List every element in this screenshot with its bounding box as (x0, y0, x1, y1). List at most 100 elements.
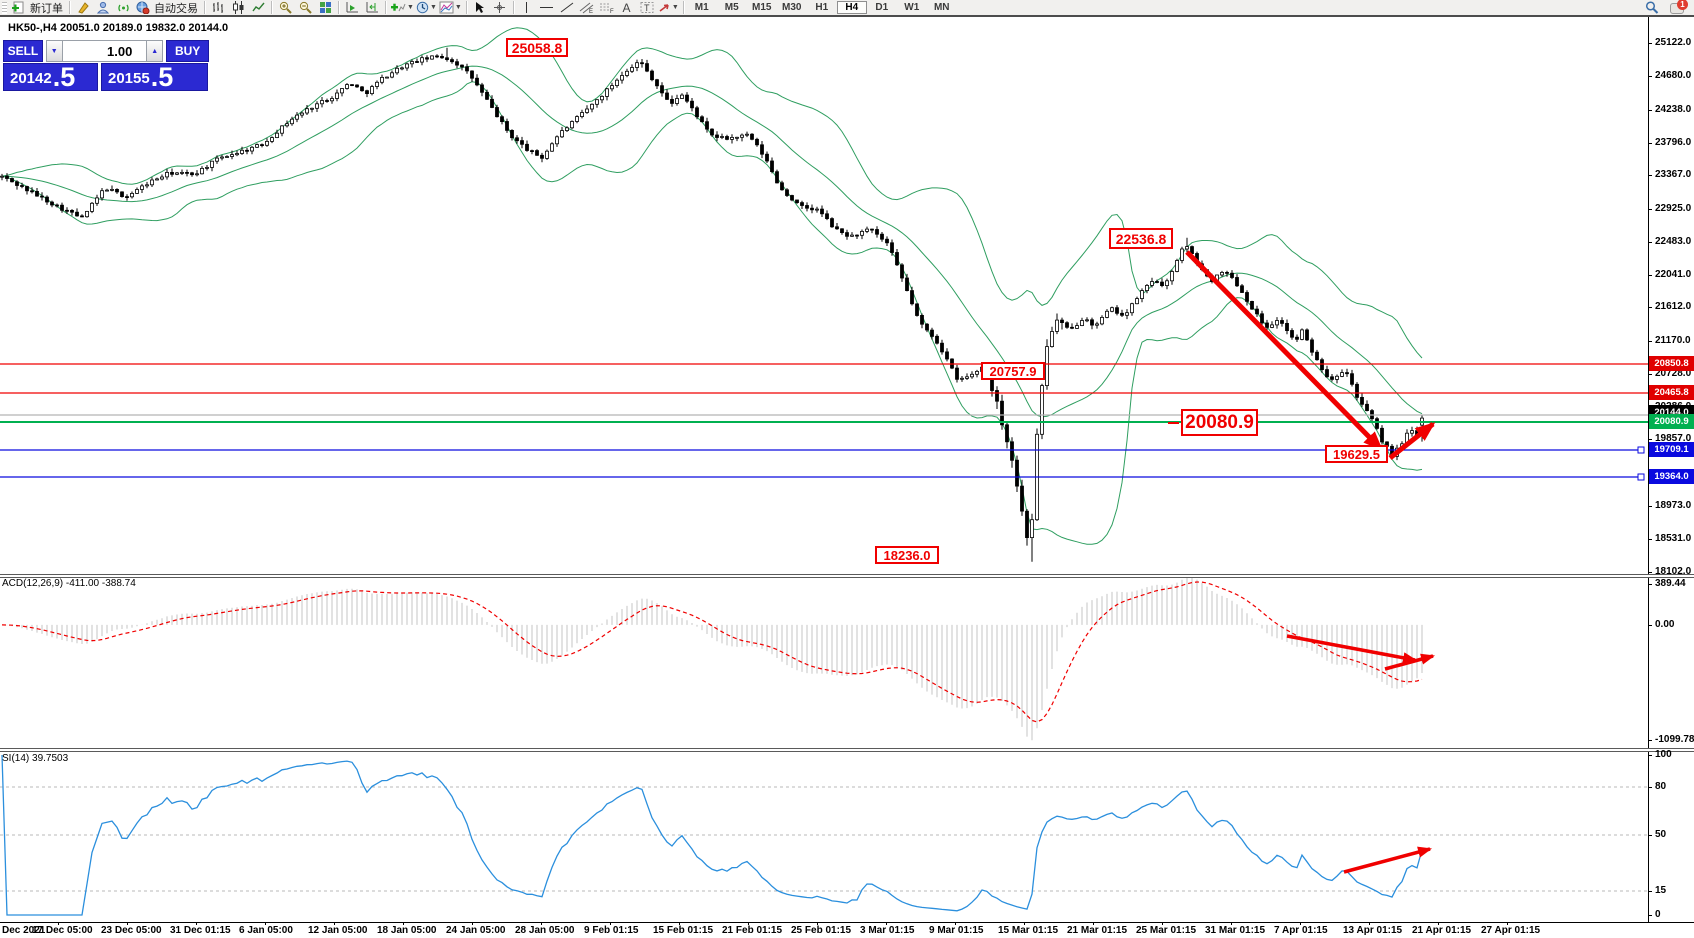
timeframe-mn[interactable]: MN (933, 2, 950, 13)
notifications-icon[interactable]: 1 (1670, 0, 1688, 14)
svg-text:E: E (589, 9, 593, 14)
volume-increase-button[interactable]: ▲ (146, 40, 164, 62)
sell-button[interactable]: SELL (3, 40, 43, 62)
buy-button[interactable]: BUY (166, 40, 210, 62)
date-axis-label: 28 Jan 05:00 (515, 925, 575, 936)
styler-icon[interactable] (73, 0, 93, 15)
timeframe-m30[interactable]: M30 (782, 2, 802, 13)
periods-icon[interactable]: ▼ (415, 0, 438, 15)
date-axis (0, 922, 1694, 938)
price-axis-label: 22483.0 (1655, 236, 1692, 247)
timeframe-bar: M1 M5 M15 M30 H1 H4 D1 W1 MN (687, 1, 957, 14)
crosshair-icon[interactable] (490, 0, 510, 15)
price-axis-label: 25122.0 (1655, 37, 1692, 48)
template-icon[interactable]: ▼ (438, 0, 463, 15)
sell-price-main: 20142 (10, 70, 52, 87)
price-axis-tick (1648, 76, 1652, 77)
macd-indicator-label: ACD(12,26,9) -411.00 -388.74 (2, 578, 136, 589)
timeframe-d1[interactable]: D1 (875, 2, 889, 13)
date-axis-tick (1300, 922, 1301, 925)
arrows-tool-icon[interactable]: ▼ (657, 0, 680, 15)
cursor-icon[interactable] (470, 0, 490, 15)
vline-icon[interactable] (517, 0, 537, 15)
date-axis-tick (58, 922, 59, 925)
volume-input[interactable]: 1.00 (62, 40, 147, 62)
date-axis-label: 31 Dec 01:15 (170, 925, 231, 936)
timeframe-h1[interactable]: H1 (815, 2, 829, 13)
panel-separator[interactable] (0, 748, 1694, 749)
search-icon[interactable] (1642, 0, 1662, 15)
text-icon[interactable]: A (617, 0, 637, 15)
macd-axis-tick (1648, 584, 1652, 585)
panel-separator[interactable] (0, 577, 1694, 578)
panel-separator[interactable] (0, 751, 1694, 752)
price-axis-label: 23367.0 (1655, 169, 1692, 180)
signal-icon[interactable] (113, 0, 133, 15)
price-axis-label: 24680.0 (1655, 70, 1692, 81)
sell-price-frac: .5 (52, 62, 76, 92)
equidistant-channel-icon[interactable]: E (577, 0, 597, 15)
rsi-axis-label: 15 (1655, 885, 1667, 896)
buy-price-frac: .5 (150, 62, 174, 92)
price-axis-label: 18102.0 (1655, 566, 1692, 577)
date-axis-label: 15 Mar 01:15 (998, 925, 1059, 936)
date-axis-label: 25 Feb 01:15 (791, 925, 852, 936)
profile-icon[interactable] (93, 0, 113, 15)
annotation-price-label[interactable]: 25058.8 (506, 38, 568, 57)
indicators-icon[interactable]: ▼ (389, 0, 415, 15)
price-axis-tick (1648, 374, 1652, 375)
timeframe-m15[interactable]: M15 (752, 2, 772, 13)
date-axis-tick (472, 922, 473, 925)
autoscroll-icon[interactable] (342, 0, 362, 15)
price-axis-tick (1648, 43, 1652, 44)
annotation-price-label[interactable]: 19629.5 (1325, 445, 1388, 463)
annotation-price-label[interactable]: 20757.9 (981, 362, 1045, 380)
price-axis-label: 18531.0 (1655, 533, 1692, 544)
autotrade-label[interactable]: 自动交易 (154, 2, 198, 15)
price-axis-tick (1648, 506, 1652, 507)
date-axis-tick (1093, 922, 1094, 925)
price-tag: 19709.1 (1649, 442, 1694, 457)
date-axis-label: 3 Mar 01:15 (860, 925, 915, 936)
zoom-out-icon[interactable] (295, 0, 315, 15)
new-order-label[interactable]: 新订单 (30, 2, 63, 15)
sell-price-display[interactable]: 20142 .5 (3, 63, 98, 91)
text-label-icon[interactable]: T (637, 0, 657, 15)
fibonacci-icon[interactable]: F (597, 0, 617, 15)
timeframe-h4[interactable]: H4 (836, 1, 867, 14)
annotation-price-label[interactable]: 22536.8 (1109, 228, 1173, 249)
panel-separator[interactable] (0, 574, 1694, 575)
volume-decrease-button[interactable]: ▼ (45, 40, 63, 62)
date-axis-label: 23 Dec 05:00 (101, 925, 162, 936)
annotation-price-label[interactable]: 20080.9 (1181, 409, 1258, 436)
trend-arrow (1286, 634, 1418, 664)
tile-windows-icon[interactable] (315, 0, 335, 15)
chart-shift-icon[interactable] (362, 0, 382, 15)
toolbar-grip[interactable] (2, 1, 7, 14)
timeframe-m1[interactable]: M1 (694, 2, 709, 13)
chart-bars-icon[interactable] (208, 0, 228, 15)
rsi-axis-label: 50 (1655, 829, 1667, 840)
price-tag: 20850.8 (1649, 356, 1694, 371)
autotrade-icon[interactable] (133, 0, 153, 15)
timeframe-w1[interactable]: W1 (904, 2, 920, 13)
date-axis-tick (196, 922, 197, 925)
date-axis-tick (1507, 922, 1508, 925)
hline-icon[interactable] (537, 0, 557, 15)
buy-price-display[interactable]: 20155 .5 (101, 63, 208, 91)
rsi-axis-tick (1648, 755, 1652, 756)
macd-axis-label: 0.00 (1655, 619, 1675, 630)
date-axis-label: 13 Apr 01:15 (1343, 925, 1403, 936)
trend-arrow (1384, 653, 1436, 671)
rsi-axis-label: 80 (1655, 781, 1667, 792)
trendline-icon[interactable] (557, 0, 577, 15)
main-toolbar: 新订单 自动交易 (0, 0, 1694, 17)
chart-line-icon[interactable] (248, 0, 268, 15)
chart-candles-icon[interactable] (228, 0, 248, 15)
timeframe-m5[interactable]: M5 (724, 2, 739, 13)
zoom-in-icon[interactable] (275, 0, 295, 15)
new-order-icon[interactable] (9, 0, 29, 15)
annotation-price-label[interactable]: 18236.0 (875, 546, 939, 564)
date-axis-label: 9 Mar 01:15 (929, 925, 984, 936)
